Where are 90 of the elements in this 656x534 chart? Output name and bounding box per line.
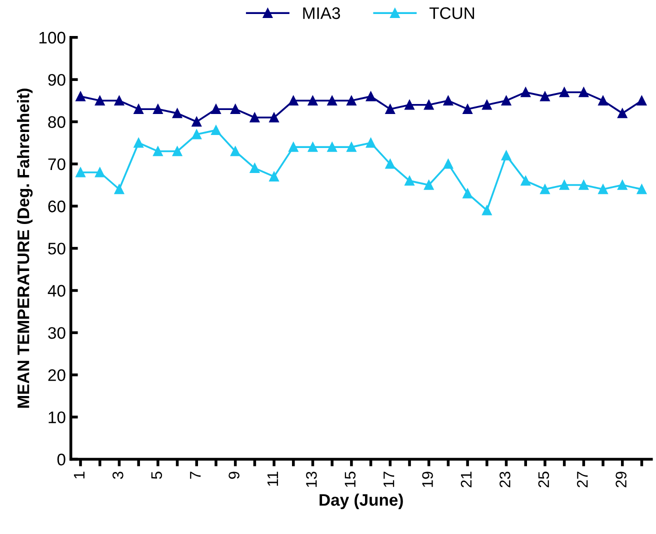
point <box>366 138 376 148</box>
y-tick-label: 40 <box>48 284 66 297</box>
x-tick-label: 1 <box>74 472 84 478</box>
x-tick-label: 17 <box>384 472 394 487</box>
point <box>95 168 105 178</box>
point <box>520 87 530 98</box>
x-tick-label: 25 <box>538 472 550 488</box>
point <box>443 159 454 169</box>
point <box>114 96 124 106</box>
point <box>540 184 550 194</box>
point <box>327 96 337 106</box>
point <box>482 205 492 216</box>
legend-label: MIA3 <box>303 7 340 20</box>
y-tick-label: 100 <box>39 32 66 44</box>
point <box>424 100 434 110</box>
x-tick-label: 7 <box>190 472 201 479</box>
point <box>578 87 589 98</box>
point <box>192 130 202 140</box>
y-tick-label: 10 <box>48 411 66 424</box>
point <box>211 125 221 136</box>
point <box>114 184 124 194</box>
point <box>230 104 240 114</box>
point <box>76 168 86 178</box>
point <box>76 92 86 102</box>
y-axis-title: MEAN TEMPERATURE (Deg. Fahrenheit) <box>17 88 33 408</box>
point <box>385 104 396 114</box>
point <box>308 96 318 106</box>
x-axis-title: Day (June) <box>320 494 403 510</box>
point <box>366 92 376 102</box>
point <box>424 180 434 190</box>
point <box>134 104 144 114</box>
point <box>172 146 182 156</box>
x-tick-label: 23 <box>500 472 510 488</box>
point <box>288 96 298 106</box>
point <box>269 112 279 122</box>
point <box>404 176 414 186</box>
point <box>559 180 570 190</box>
point <box>385 159 396 169</box>
point <box>618 180 628 190</box>
legend-label: TCUN <box>429 7 474 20</box>
x-tick-label: 13 <box>306 472 317 487</box>
point <box>578 180 589 190</box>
point <box>346 142 356 152</box>
point <box>153 146 163 156</box>
point <box>618 108 628 118</box>
y-tick-label: 0 <box>57 454 66 466</box>
x-tick-label: 19 <box>422 472 433 487</box>
x-tick-label: 21 <box>460 472 472 488</box>
point <box>327 142 337 152</box>
x-tick-label: 27 <box>576 472 588 488</box>
point <box>172 108 182 118</box>
point <box>462 188 472 198</box>
point <box>192 116 202 127</box>
y-tick-label: 20 <box>48 369 66 382</box>
y-tick-label: 80 <box>48 116 66 128</box>
x-tick-label: 9 <box>228 472 240 479</box>
x-tick-label: 5 <box>151 472 162 479</box>
point <box>636 184 647 194</box>
point <box>230 146 240 156</box>
y-tick-label: 70 <box>48 158 66 170</box>
point <box>559 87 570 98</box>
point <box>346 96 356 106</box>
point <box>540 92 550 102</box>
point <box>153 104 163 114</box>
point <box>598 96 608 106</box>
y-tick-label: 50 <box>48 242 66 255</box>
point <box>250 163 260 174</box>
point <box>288 142 298 152</box>
x-tick-label: 29 <box>616 472 626 488</box>
point <box>520 176 530 186</box>
x-tick-label: 11 <box>267 472 278 486</box>
point <box>134 138 144 148</box>
point <box>462 104 472 114</box>
point <box>636 96 647 106</box>
point <box>443 96 454 106</box>
point <box>269 172 279 182</box>
point <box>404 100 414 110</box>
point <box>501 96 512 106</box>
point <box>482 100 492 110</box>
point <box>501 150 512 160</box>
y-tick-label: 60 <box>48 200 66 212</box>
point <box>211 104 221 114</box>
point <box>308 142 318 152</box>
point <box>250 112 260 122</box>
point <box>95 96 105 106</box>
point <box>598 184 608 194</box>
y-tick-label: 30 <box>48 327 66 339</box>
y-tick-label: 90 <box>48 74 66 86</box>
x-tick-label: 15 <box>344 472 356 487</box>
x-tick-label: 3 <box>112 472 124 479</box>
